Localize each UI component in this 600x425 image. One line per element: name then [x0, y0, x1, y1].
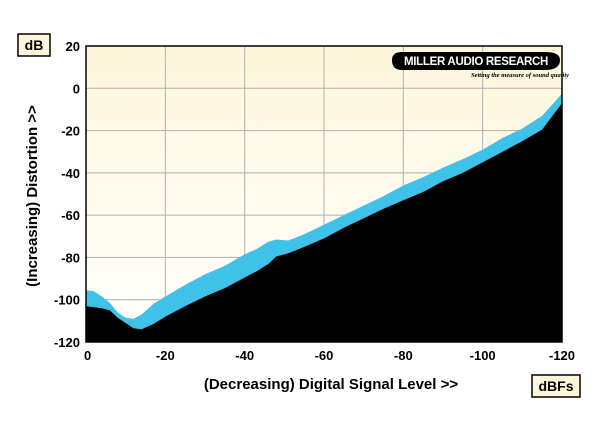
x-tick-label: -100 [470, 348, 496, 363]
x-tick-label: 0 [84, 348, 91, 363]
x-tick-label: -20 [156, 348, 175, 363]
y-tick-label: -60 [61, 208, 80, 223]
y-tick-label: -40 [61, 166, 80, 181]
x-tick-label: -60 [315, 348, 334, 363]
y-tick-label: 0 [73, 81, 80, 96]
y-tick-label: 20 [66, 39, 80, 54]
x-tick-labels: 0 -20 -40 -60 -80 -100 -120 [84, 348, 575, 363]
y-tick-label: -100 [54, 293, 80, 308]
x-tick-label: -120 [549, 348, 575, 363]
x-tick-label: -80 [394, 348, 413, 363]
noise-floor-area [86, 103, 562, 342]
y-tick-labels: 20 0 -20 -40 -60 -80 -100 -120 [54, 39, 80, 350]
logo-tagline: Setting the measure of sound quality [471, 72, 569, 79]
y-tick-label: -20 [61, 124, 80, 139]
logo-text: MILLER AUDIO RESEARCH [404, 56, 548, 68]
y-axis-title: (Increasing) Distortion >> [24, 105, 41, 287]
x-tick-label: -40 [235, 348, 254, 363]
x-unit-box: dBFs [531, 374, 581, 398]
y-tick-label: -120 [54, 335, 80, 350]
y-unit-box: dB [17, 33, 51, 57]
miller-audio-research-logo: MILLER AUDIO RESEARCH Setting the measur… [392, 52, 569, 79]
y-unit-label: dB [25, 37, 44, 53]
plot-frame [85, 45, 563, 343]
x-unit-label: dBFs [539, 378, 574, 394]
x-axis-title: (Decreasing) Digital Signal Level >> [204, 376, 458, 393]
y-tick-label: -80 [61, 250, 80, 265]
